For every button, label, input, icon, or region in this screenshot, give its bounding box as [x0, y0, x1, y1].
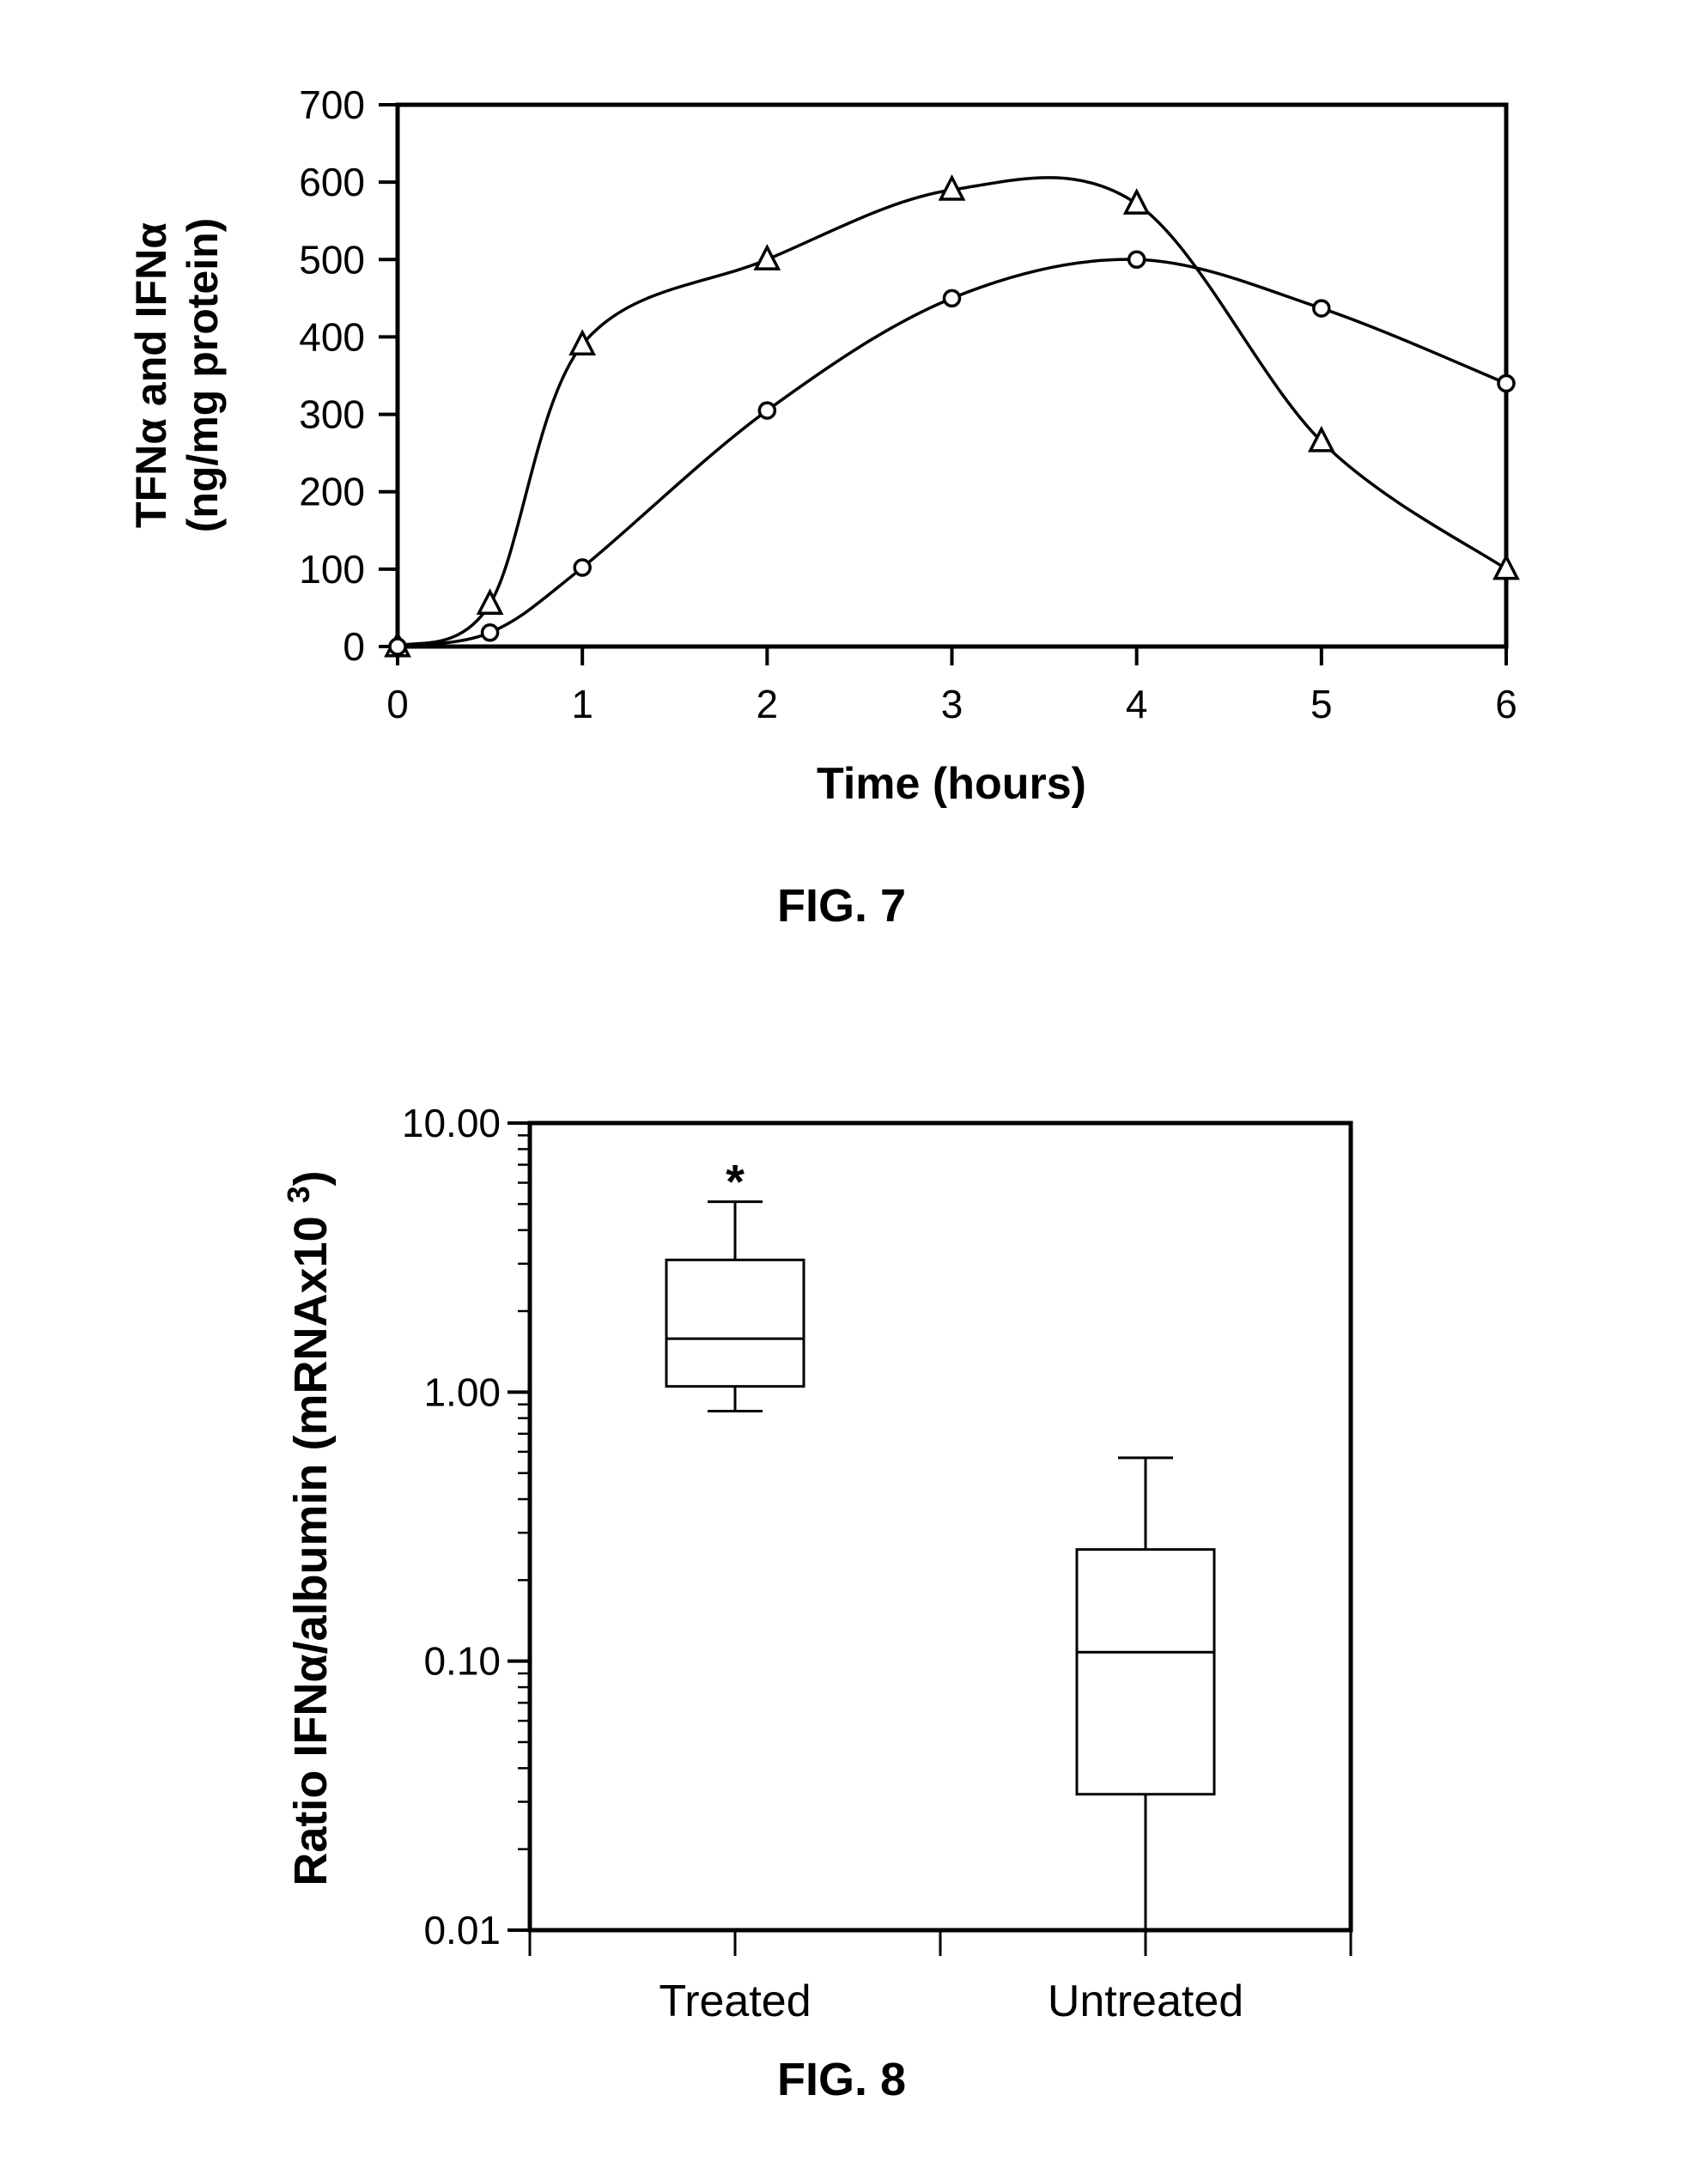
fig7-x-tick-label: 2 [757, 682, 779, 726]
fig7-triangle-marker [1122, 188, 1151, 215]
fig7-y-tick-label: 300 [299, 392, 365, 437]
fig7-x-tick-label: 5 [1310, 682, 1333, 726]
fig7-triangle-marker [1492, 553, 1520, 580]
fig8-y-axis: 0.01 0.10 1.00 10.00 [402, 1101, 530, 1952]
fig7-x-axis: 0 1 2 3 4 5 6 [386, 647, 1517, 726]
fig8-iqr-box [665, 1258, 805, 1388]
fig8-x-tick-label: Treated [659, 1977, 811, 2026]
fig7-triangle-marker [1307, 425, 1335, 452]
fig8-box-plot: 0.01 0.10 1.00 10.00 Treated Untreated * Rat… [281, 1101, 1353, 2105]
fig8-iqr-box [1075, 1548, 1216, 1796]
fig8-caption: FIG. 8 [777, 2054, 906, 2105]
fig8-significance-asterisk: * [726, 1155, 745, 1209]
fig7-x-tick-label: 4 [1126, 682, 1148, 726]
fig7-y-axis: 0 100 200 300 400 500 600 700 [299, 82, 398, 669]
fig7-series-markers [384, 173, 1520, 658]
fig8-boxes: * [665, 1155, 1216, 1930]
fig8-y-axis-label-superscript: 3 [281, 1186, 316, 1203]
fig7-y-tick-label: 400 [299, 314, 365, 359]
fig7-y-tick-label: 500 [299, 237, 365, 282]
fig7-caption: FIG. 7 [777, 880, 906, 932]
fig7-line-chart: 0 100 200 300 400 500 600 700 0 1 2 3 4 5 6 TFNα and … [127, 82, 1520, 932]
fig8-y-axis-label-text: Ratio IFNα/albumin (mRNAx10 [285, 1216, 337, 1885]
fig7-series-line-triangle [397, 176, 1507, 648]
fig7-y-axis-label-line2: (ng/mg protein) [179, 218, 227, 533]
fig7-triangle-marker [753, 244, 781, 270]
fig7-circle-marker [573, 558, 592, 577]
fig7-circle-marker [757, 401, 777, 420]
fig7-triangle-marker [476, 588, 504, 615]
fig8-y-tick-label: 1.00 [423, 1369, 501, 1414]
fig7-series-line-circle [397, 258, 1507, 648]
fig8-y-tick-label: 0.10 [423, 1639, 501, 1684]
fig8-plot-frame [527, 1120, 1353, 1933]
fig7-triangle-marker [568, 329, 597, 355]
fig8-y-tick-label: 10.00 [402, 1101, 501, 1145]
fig8-x-tick-label: Untreated [1048, 1977, 1243, 2026]
fig7-x-tick-label: 1 [571, 682, 593, 726]
fig7-y-tick-label: 600 [299, 160, 365, 204]
fig7-x-axis-label: Time (hours) [817, 759, 1086, 809]
fig7-triangle-marker [938, 173, 966, 201]
fig8-x-axis: Treated Untreated [528, 1930, 1352, 2026]
fig8-box-treated: * [665, 1155, 805, 1412]
fig8-y-tick-label: 0.01 [423, 1908, 501, 1952]
fig8-y-axis-label-suffix: ) [285, 1170, 337, 1186]
fig7-x-tick-label: 6 [1495, 682, 1517, 726]
fig7-x-tick-label: 3 [941, 682, 963, 726]
fig7-y-tick-label: 200 [299, 470, 365, 514]
fig7-circle-marker [388, 637, 407, 656]
fig8-box-untreated [1075, 1456, 1216, 1930]
fig7-y-tick-label: 0 [343, 624, 365, 669]
fig7-series-lines [397, 176, 1507, 648]
fig7-y-tick-label: 700 [299, 82, 365, 127]
fig7-circle-marker [480, 623, 500, 642]
fig7-circle-marker [1127, 250, 1146, 270]
fig8-y-axis-label: Ratio IFNα/albumin (mRNAx10 3) [281, 1170, 337, 1885]
fig7-circle-marker [1497, 373, 1516, 393]
fig7-y-tick-label: 100 [299, 547, 365, 592]
fig7-x-tick-label: 0 [386, 682, 409, 726]
fig7-circle-marker [942, 288, 962, 308]
fig7-y-axis-label-line1: TFNα and IFNα [127, 222, 175, 528]
fig7-circle-marker [1312, 299, 1331, 318]
